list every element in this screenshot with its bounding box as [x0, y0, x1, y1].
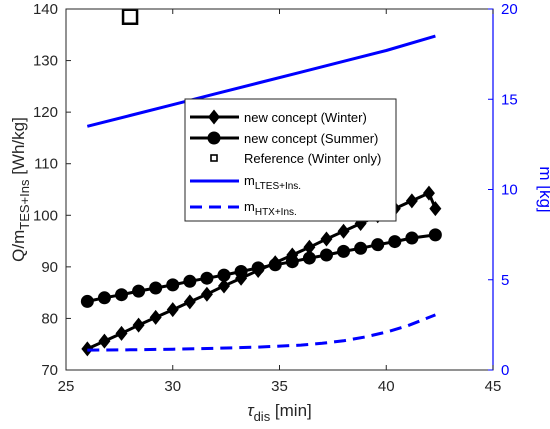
data-point	[405, 193, 418, 209]
legend-marker	[208, 109, 220, 125]
legend-entry: mHTX+Ins.	[190, 199, 297, 218]
data-point	[268, 258, 282, 272]
legend-label: Reference (Winter only)	[244, 151, 381, 166]
y-right-axis-label: m [kg]	[536, 166, 550, 212]
legend-label: mHTX+Ins.	[244, 199, 297, 218]
legend-label-main: m	[244, 199, 255, 214]
y-left-axis-label: Q/mTES+Ins [Wh/kg]	[9, 117, 32, 262]
y-left-label-main: Q/m	[9, 230, 28, 262]
data-point	[234, 264, 248, 278]
data-point	[217, 268, 231, 282]
data-point	[371, 238, 385, 252]
legend-entry: new concept (Summer)	[190, 131, 378, 146]
y-left-tick-label: 70	[41, 362, 58, 379]
y-left-tick-label: 110	[34, 156, 58, 173]
legend-label-sub: HTX+Ins.	[255, 207, 297, 218]
x-tick-label: 35	[271, 378, 288, 395]
data-point	[121, 8, 139, 25]
x-axis-sub: dis	[254, 409, 271, 424]
x-axis-symbol: τ	[247, 401, 255, 420]
y-left-tick-label: 120	[33, 104, 58, 121]
x-tick-label: 25	[58, 378, 75, 395]
y-right-tick-label: 10	[501, 182, 518, 199]
data-point	[132, 317, 145, 333]
data-point	[183, 274, 197, 288]
series-line-4	[87, 313, 436, 352]
data-point	[428, 228, 442, 242]
legend-label: mLTES+Ins.	[244, 173, 301, 192]
data-point	[337, 223, 350, 239]
data-point	[286, 247, 299, 263]
axis-labels: τdis [min] Q/mTES+Ins [Wh/kg] m [kg]	[9, 117, 550, 424]
data-point	[251, 261, 265, 275]
axes: 25 30 35 40 45 70 80 90 100 110 120 130 140 0 5 10 15 20	[33, 1, 518, 395]
y-left-tick-label: 80	[41, 310, 58, 327]
data-point	[166, 278, 180, 292]
data-point	[200, 286, 213, 302]
series-1	[80, 228, 442, 308]
y-left-tick-label: 130	[33, 53, 58, 70]
x-tick-label: 30	[164, 378, 181, 395]
data-point	[97, 291, 111, 305]
x-tick-label: 40	[378, 378, 395, 395]
y-right-tick-label: 5	[501, 272, 509, 289]
data-point	[303, 239, 316, 255]
data-point	[302, 251, 316, 265]
data-point	[200, 271, 214, 285]
data-point	[422, 185, 435, 201]
y-left-tick-label: 90	[41, 259, 58, 276]
legend-label-main: m	[244, 173, 255, 188]
data-point	[115, 288, 129, 302]
data-point	[429, 201, 442, 217]
series-2	[121, 8, 139, 25]
x-axis-unit: [min]	[270, 401, 312, 420]
data-point	[388, 235, 402, 249]
y-left-tick-label: 100	[33, 207, 58, 224]
y-left-label-sub: TES+Ins	[17, 179, 32, 230]
data-point	[132, 284, 146, 298]
y-right-tick-label: 0	[501, 362, 509, 379]
legend-entry: new concept (Winter)	[190, 109, 367, 125]
data-point	[149, 309, 162, 325]
data-point	[405, 231, 419, 245]
data-point	[115, 325, 128, 341]
series-3	[86, 34, 436, 128]
plot-area	[80, 8, 442, 357]
data-point	[320, 231, 333, 247]
legend-box	[184, 98, 397, 222]
data-point	[285, 255, 299, 269]
x-tick-label: 45	[485, 378, 502, 395]
data-point	[166, 302, 179, 318]
legend: new concept (Winter) new concept (Summer)…	[184, 98, 397, 222]
legend-entry: Reference (Winter only)	[210, 151, 381, 166]
data-point	[354, 241, 368, 255]
legend-marker	[210, 154, 218, 162]
data-point	[337, 244, 351, 258]
data-point	[80, 294, 94, 308]
y-right-tick-label: 20	[501, 1, 518, 18]
x-axis-label: τdis [min]	[247, 401, 312, 424]
data-point	[319, 248, 333, 262]
series-4	[87, 313, 436, 352]
legend-label: new concept (Summer)	[244, 131, 378, 146]
legend-marker	[207, 131, 221, 145]
data-point	[217, 278, 230, 294]
data-point	[183, 294, 196, 310]
y-left-tick-label: 140	[33, 1, 58, 18]
legend-entry: mLTES+Ins.	[190, 173, 301, 192]
data-point	[149, 281, 163, 295]
data-point	[98, 333, 111, 349]
legend-label-sub: LTES+Ins.	[255, 181, 301, 192]
legend-label: new concept (Winter)	[244, 110, 367, 125]
y-left-label-unit: [Wh/kg]	[9, 117, 28, 179]
series-line-3	[86, 34, 436, 128]
y-right-tick-label: 15	[501, 91, 518, 108]
